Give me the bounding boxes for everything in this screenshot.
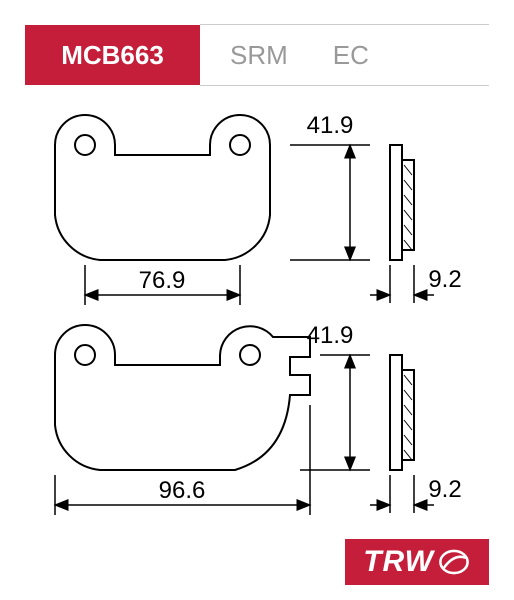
header: MCB663 SRM EC <box>25 25 489 85</box>
top-height-dimension: 41.9 <box>290 112 370 260</box>
top-thickness-label: 9.2 <box>428 266 461 293</box>
variants-box: SRM EC <box>200 24 489 86</box>
variant-1: SRM <box>230 40 288 71</box>
bottom-width-label: 96.6 <box>159 477 206 504</box>
top-width-dimension: 76.9 <box>85 265 240 305</box>
top-width-label: 76.9 <box>139 267 186 294</box>
variant-2: EC <box>333 40 369 71</box>
brand-logo: TRW <box>345 539 489 585</box>
part-number: MCB663 <box>61 40 164 71</box>
top-thickness-dimension: 9.2 <box>370 265 462 303</box>
top-height-label: 41.9 <box>307 112 354 139</box>
bottom-thickness-label: 9.2 <box>428 476 461 503</box>
bottom-height-label: 41.9 <box>307 322 354 349</box>
bottom-pad-side <box>390 355 414 470</box>
top-pad-side <box>390 145 414 260</box>
bottom-pad-front <box>55 325 310 470</box>
bottom-thickness-dimension: 9.2 <box>370 475 462 513</box>
logo-swoosh-icon <box>437 547 471 577</box>
part-number-box: MCB663 <box>25 25 200 85</box>
bottom-width-dimension: 96.6 <box>55 405 310 515</box>
top-pad-front <box>55 115 270 260</box>
technical-diagram: 41.9 76.9 9.2 41.9 <box>0 85 514 600</box>
logo-text: TRW <box>363 545 434 579</box>
